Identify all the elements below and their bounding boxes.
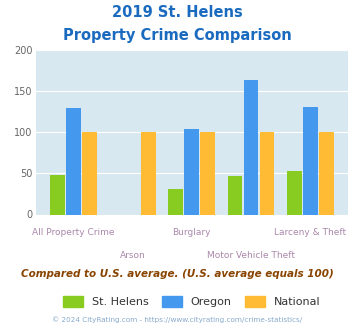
Bar bbox=[319, 132, 334, 214]
Text: All Property Crime: All Property Crime bbox=[32, 228, 114, 237]
Text: Burglary: Burglary bbox=[173, 228, 211, 237]
Bar bbox=[184, 129, 199, 214]
Bar bbox=[82, 132, 97, 214]
Bar bbox=[287, 171, 302, 214]
Bar bbox=[66, 108, 81, 214]
Text: Arson: Arson bbox=[120, 251, 145, 260]
Text: Compared to U.S. average. (U.S. average equals 100): Compared to U.S. average. (U.S. average … bbox=[21, 269, 334, 279]
Text: 2019 St. Helens: 2019 St. Helens bbox=[112, 5, 243, 20]
Text: Larceny & Theft: Larceny & Theft bbox=[274, 228, 346, 237]
Legend: St. Helens, Oregon, National: St. Helens, Oregon, National bbox=[63, 296, 321, 308]
Bar bbox=[168, 189, 183, 214]
Text: Property Crime Comparison: Property Crime Comparison bbox=[63, 28, 292, 43]
Text: © 2024 CityRating.com - https://www.cityrating.com/crime-statistics/: © 2024 CityRating.com - https://www.city… bbox=[53, 317, 302, 323]
Bar bbox=[303, 107, 318, 214]
Bar bbox=[50, 175, 65, 214]
Text: Motor Vehicle Theft: Motor Vehicle Theft bbox=[207, 251, 295, 260]
Bar bbox=[228, 176, 242, 214]
Bar bbox=[141, 132, 156, 214]
Bar bbox=[260, 132, 274, 214]
Bar bbox=[244, 80, 258, 214]
Bar bbox=[200, 132, 215, 214]
